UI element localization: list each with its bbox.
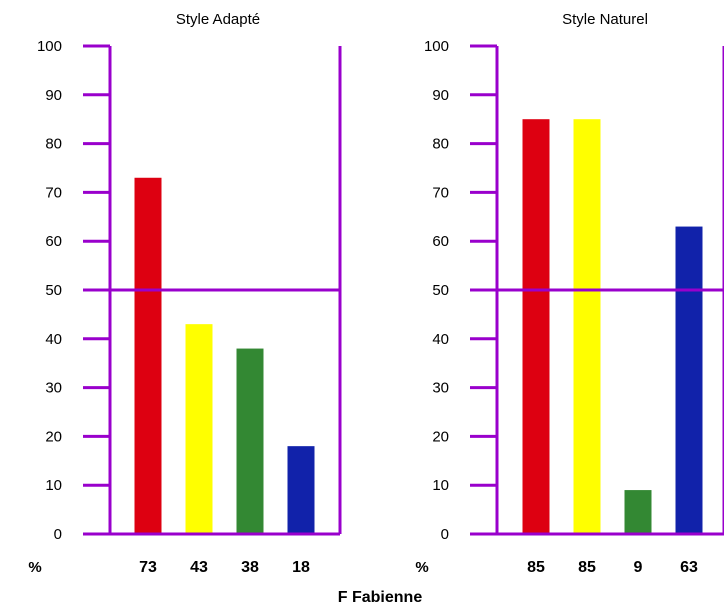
y-tick-label: 70	[432, 184, 449, 201]
y-tick-label: 50	[45, 282, 62, 299]
y-tick-label: 60	[45, 233, 62, 250]
y-tick-label: 100	[424, 38, 449, 55]
value-label-4: 63	[680, 559, 698, 576]
value-label-4: 18	[292, 559, 310, 576]
chart-title: Style Adapté	[176, 11, 260, 28]
bar-4	[287, 446, 315, 534]
bar-1	[522, 119, 550, 534]
y-tick-label: 90	[45, 87, 62, 104]
bar-3	[624, 490, 652, 534]
chart-panel-style-naturel: Style Naturel 0 10 20 30 40 50 60 70 80 90 100% 85 85…	[415, 11, 724, 576]
value-label-2: 85	[578, 559, 596, 576]
y-tick-label: 100	[37, 38, 62, 55]
bar-2	[573, 119, 601, 534]
footer-label: F Fabienne	[338, 589, 423, 606]
y-tick-label: 20	[45, 428, 62, 445]
chart-panel-style-adapte: Style Adapté 0 10 20 30 40 50 60 70 80 90 100% 73 43 3…	[28, 11, 342, 576]
value-label-3: 9	[634, 559, 643, 576]
bar-2	[185, 324, 213, 534]
y-tick-label: 0	[441, 526, 449, 543]
y-tick-label: 60	[432, 233, 449, 250]
y-tick-label: 70	[45, 184, 62, 201]
y-tick-label: 40	[45, 331, 62, 348]
y-tick-label: 80	[45, 136, 62, 153]
unit-label: %	[415, 559, 428, 576]
value-label-2: 43	[190, 559, 208, 576]
y-tick-label: 50	[432, 282, 449, 299]
y-tick-label: 80	[432, 136, 449, 153]
y-tick-label: 10	[432, 477, 449, 494]
value-label-1: 85	[527, 559, 545, 576]
chart-title: Style Naturel	[562, 11, 648, 28]
y-tick-label: 20	[432, 428, 449, 445]
y-tick-label: 90	[432, 87, 449, 104]
bar-1	[134, 177, 162, 534]
y-tick-label: 40	[432, 331, 449, 348]
bar-3	[236, 348, 264, 534]
y-tick-label: 30	[45, 380, 62, 397]
unit-label: %	[28, 559, 41, 576]
value-label-1: 73	[139, 559, 157, 576]
bar-4	[675, 226, 703, 534]
y-tick-label: 30	[432, 380, 449, 397]
y-tick-label: 10	[45, 477, 62, 494]
y-tick-label: 0	[54, 526, 62, 543]
value-label-3: 38	[241, 559, 259, 576]
